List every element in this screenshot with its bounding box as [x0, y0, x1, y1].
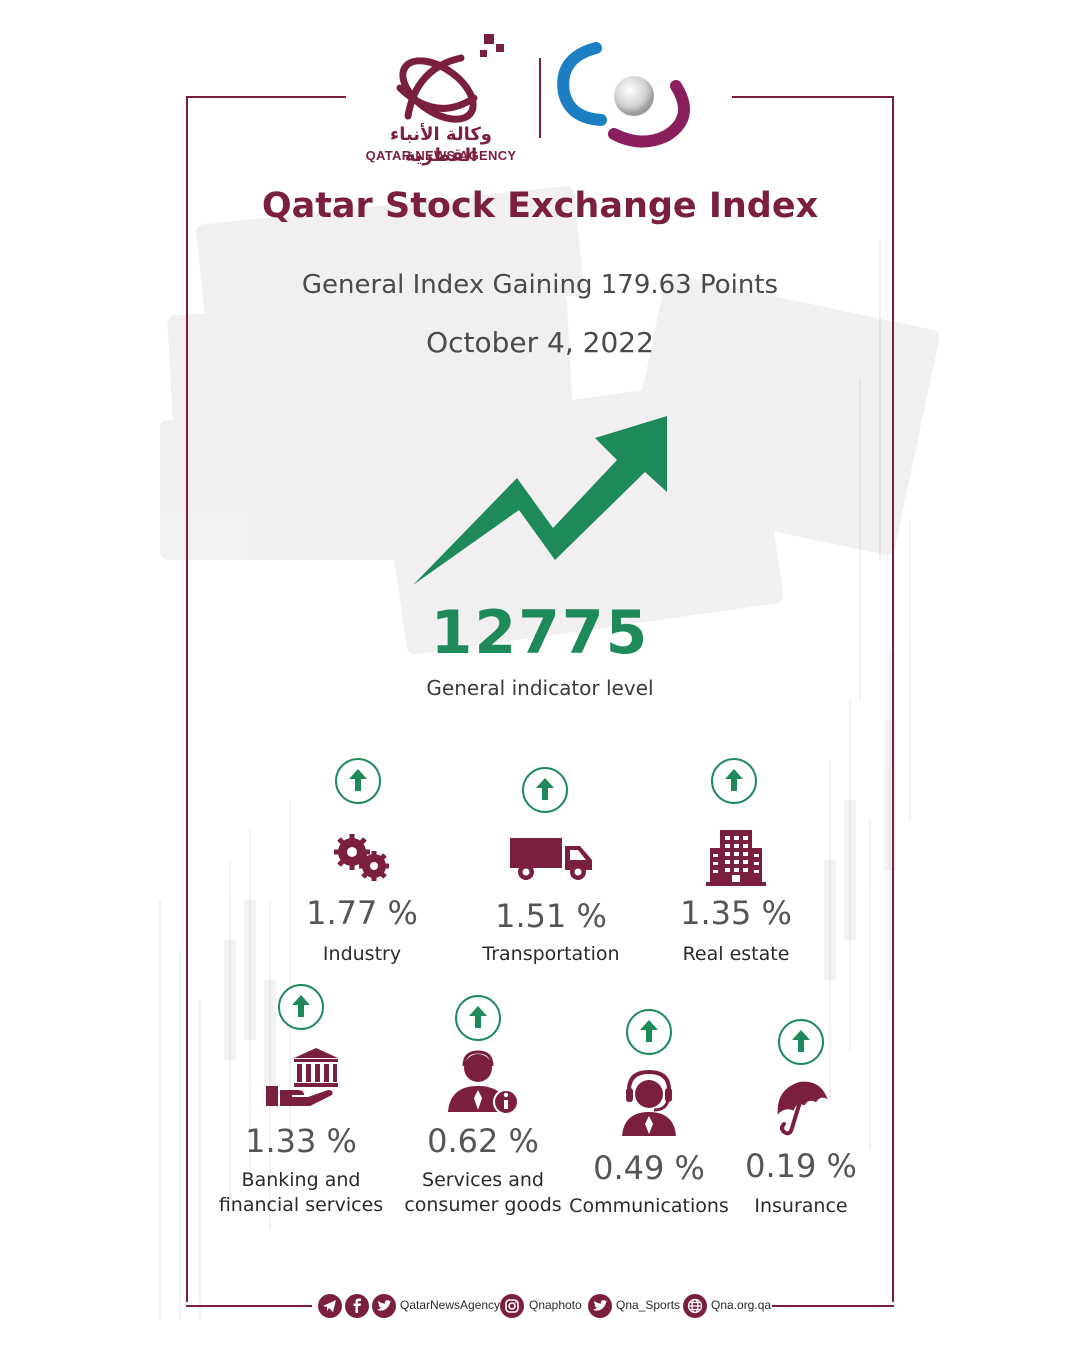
sector-pct-communications: 0.49 %: [593, 1149, 705, 1187]
footer-line-left: [186, 1305, 312, 1307]
page-subtitle: General Index Gaining 179.63 Points: [301, 270, 779, 300]
sector-label-banking-line1: Banking and: [241, 1169, 361, 1191]
footer-handle-photo[interactable]: Qnaphoto: [529, 1298, 582, 1312]
index-value: 12775: [430, 598, 650, 668]
sector-pct-industry: 1.77 %: [306, 894, 418, 932]
sector-label-banking: Banking and financial services: [201, 1168, 401, 1218]
sector-label-communications: Communications: [569, 1195, 729, 1217]
globe-icon[interactable]: [683, 1294, 707, 1318]
twitter-icon[interactable]: [588, 1294, 612, 1318]
sector-label-services: Services and consumer goods: [383, 1168, 583, 1218]
sector-label-industry: Industry: [322, 943, 402, 965]
up-arrow-icon: [522, 767, 568, 813]
up-arrow-icon: [626, 1009, 672, 1055]
twitter-icon[interactable]: [372, 1294, 396, 1318]
umbrella-icon: [777, 1081, 828, 1136]
up-arrow-icon: [278, 984, 324, 1030]
frame-top-right: [732, 96, 894, 98]
sector-label-services-line2: consumer goods: [404, 1194, 562, 1216]
gears-icon: [334, 834, 389, 881]
service-agent-icon: [448, 1050, 519, 1115]
growth-arrow-icon: [413, 416, 667, 585]
up-arrow-icon: [711, 758, 757, 804]
sector-label-banking-line2: financial services: [218, 1194, 384, 1216]
sector-pct-banking: 1.33 %: [245, 1122, 357, 1160]
frame-left: [186, 96, 188, 1302]
qse-logo-icon: [557, 42, 690, 148]
facebook-icon[interactable]: [345, 1294, 369, 1318]
report-date: October 4, 2022: [426, 326, 654, 359]
instagram-icon[interactable]: [500, 1294, 524, 1318]
headset-icon: [622, 1070, 676, 1136]
sector-label-services-line1: Services and: [422, 1169, 544, 1191]
sector-pct-real-estate: 1.35 %: [680, 894, 792, 932]
page-title: Qatar Stock Exchange Index: [261, 186, 819, 226]
sector-pct-transportation: 1.51 %: [495, 897, 607, 935]
frame-top-left: [186, 96, 346, 98]
index-value-label: General indicator level: [426, 676, 654, 700]
sector-label-insurance: Insurance: [754, 1195, 848, 1217]
sector-pct-insurance: 0.19 %: [745, 1147, 857, 1185]
bank-hand-icon: [266, 1048, 338, 1106]
qna-logo-english: QATAR NEWS AGENCY: [365, 148, 517, 163]
footer-handle-sports[interactable]: Qna_Sports: [616, 1298, 681, 1312]
logo-separator: [539, 58, 541, 138]
up-arrow-icon: [335, 758, 381, 804]
telegram-icon[interactable]: [318, 1294, 342, 1318]
footer-social-bar: QatarNewsAgency Qnaphoto Qna_Sports Qna.…: [0, 1290, 1080, 1322]
footer-website[interactable]: Qna.org.qa: [711, 1298, 772, 1312]
sector-pct-services: 0.62 %: [427, 1122, 539, 1160]
sector-label-real-estate: Real estate: [682, 943, 790, 965]
footer-line-right: [772, 1305, 894, 1307]
truck-icon: [510, 838, 592, 880]
frame-right: [892, 96, 894, 1302]
qna-logo-icon: [396, 34, 504, 123]
up-arrow-icon: [455, 995, 501, 1041]
qna-logo-arabic: وكالة الأنباء القطرية: [390, 124, 492, 166]
building-icon: [706, 830, 766, 886]
sector-label-transportation: Transportation: [482, 943, 620, 965]
up-arrow-icon: [778, 1019, 824, 1065]
footer-handle-main[interactable]: QatarNewsAgency: [400, 1298, 501, 1312]
